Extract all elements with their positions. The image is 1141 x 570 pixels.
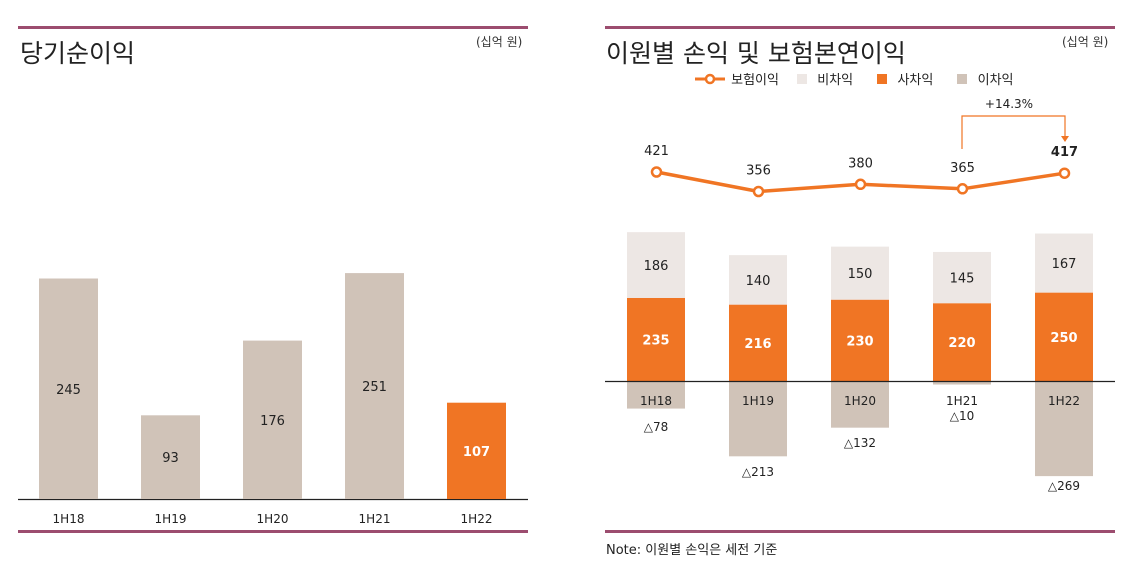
- line-point-label: 421: [644, 144, 669, 159]
- legend-swatch-grey: [957, 73, 968, 84]
- right-chart-title: 이원별 손익 및 보험본연이익: [606, 39, 906, 68]
- left-bottom-rule: [18, 530, 528, 533]
- light-bar: [831, 246, 889, 300]
- light-bar: [627, 232, 685, 298]
- right-top-rule: [605, 26, 1115, 29]
- left-category-label: 1H21: [359, 512, 391, 526]
- right-category-label: 1H21: [946, 394, 978, 408]
- light-bar-value: 140: [746, 274, 771, 289]
- negative-bar: [1035, 381, 1093, 477]
- legend-swatch-light: [797, 73, 808, 84]
- negative-bar: [831, 381, 889, 428]
- right-bottom-rule: [605, 530, 1115, 533]
- right-category-label: 1H22: [1048, 394, 1080, 408]
- line-point: [1058, 167, 1071, 179]
- left-bar-value: 251: [362, 380, 387, 395]
- orange-bar: [933, 303, 991, 381]
- negative-bar-value: △10: [950, 409, 975, 423]
- light-bar-value: 186: [644, 259, 669, 274]
- right-category-label: 1H20: [844, 394, 876, 408]
- light-bar: [729, 255, 787, 305]
- left-bar: [447, 402, 506, 499]
- legend-line-swatch: [695, 72, 725, 86]
- orange-bar-value: 220: [948, 336, 975, 351]
- orange-bar-value: 230: [846, 334, 873, 349]
- left-category-label: 1H18: [53, 512, 85, 526]
- growth-bracket: [961, 115, 1066, 149]
- orange-bar: [729, 304, 787, 381]
- left-bar: [39, 278, 98, 499]
- growth-label: +14.3%: [985, 97, 1033, 111]
- left-category-label: 1H20: [257, 512, 289, 526]
- left-bar-value: 176: [260, 414, 285, 429]
- orange-bar-value: 235: [642, 333, 669, 348]
- left-bar-value: 107: [463, 445, 490, 460]
- orange-bar-value: 216: [744, 337, 771, 352]
- light-bar: [933, 251, 991, 304]
- light-bar-value: 150: [848, 267, 873, 282]
- light-bar-value: 167: [1052, 257, 1077, 272]
- line-point: [956, 183, 969, 195]
- left-bar: [243, 340, 302, 499]
- left-top-rule: [18, 26, 528, 29]
- legend-label-line: 보험이익: [731, 73, 779, 88]
- right-category-label: 1H18: [640, 394, 672, 408]
- negative-bar-value: △78: [644, 420, 669, 434]
- orange-bar-value: 250: [1050, 331, 1077, 346]
- legend-swatch-orange: [877, 73, 888, 84]
- left-bar: [345, 273, 404, 499]
- left-chart-title: 당기순이익: [20, 39, 136, 68]
- right-unit-label: (십억 원): [1062, 35, 1109, 49]
- negative-bar: [729, 381, 787, 457]
- right-category-label: 1H19: [742, 394, 774, 408]
- line-point: [854, 178, 867, 191]
- line-point-label: 380: [848, 156, 873, 171]
- light-bar-value: 145: [950, 272, 975, 287]
- legend-label-grey: 이차익: [977, 73, 1014, 88]
- line-point-label: 356: [746, 164, 771, 179]
- negative-bar-value: △213: [742, 465, 774, 479]
- growth-arrow-head: [1061, 136, 1069, 142]
- left-category-label: 1H22: [461, 512, 493, 526]
- light-bar: [1035, 233, 1093, 293]
- line-point: [752, 185, 765, 198]
- left-bar: [141, 415, 200, 499]
- legend-label-orange: 사차익: [897, 73, 934, 88]
- left-bar-value: 93: [162, 451, 179, 466]
- negative-bar: [627, 381, 685, 409]
- negative-bar-value: △132: [844, 436, 876, 450]
- left-unit-label: (십억 원): [476, 35, 523, 49]
- line-point: [650, 166, 663, 178]
- footnote: Note: 이원별 손익은 세전 기준: [606, 543, 778, 558]
- legend-label-light: 비차익: [817, 73, 854, 88]
- orange-bar: [831, 299, 889, 381]
- line-point-label: 365: [950, 161, 975, 176]
- left-bar-value: 245: [56, 383, 81, 398]
- left-category-label: 1H19: [155, 512, 187, 526]
- line-point-label: 417: [1051, 145, 1078, 160]
- legend: 보험이익 비차익 사차익 이차익: [695, 69, 1014, 88]
- orange-bar: [627, 297, 685, 381]
- orange-bar: [1035, 292, 1093, 381]
- negative-bar-value: △269: [1048, 479, 1080, 493]
- negative-bar: [933, 381, 991, 385]
